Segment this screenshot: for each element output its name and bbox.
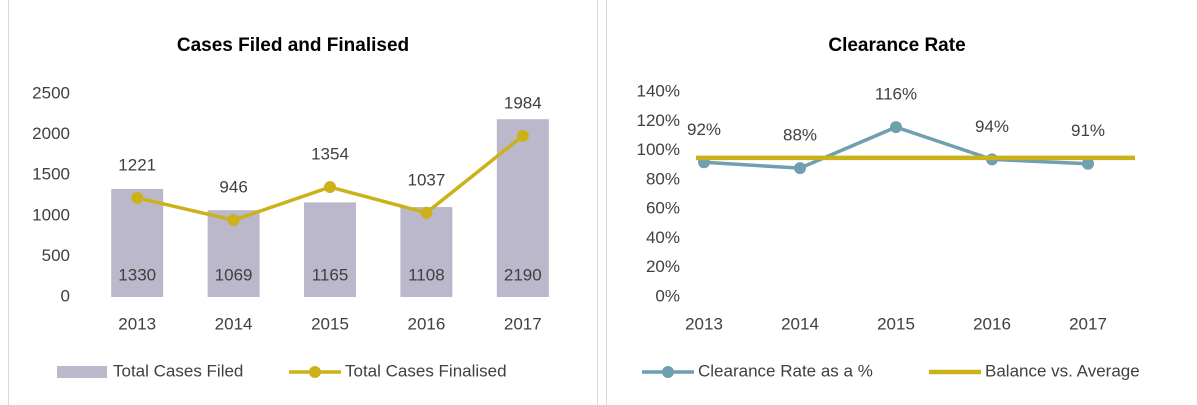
y-tick-label: 0 (61, 286, 70, 305)
legend-label: Total Cases Filed (113, 361, 243, 380)
data-label: 1069 (215, 265, 253, 284)
x-tick-label: 2016 (973, 314, 1011, 333)
legend-label: Clearance Rate as a % (698, 361, 873, 380)
chart-title: Clearance Rate (828, 35, 965, 56)
data-label: 91% (1071, 121, 1105, 140)
data-label: 116% (875, 85, 917, 104)
data-label: 94% (975, 117, 1009, 136)
legend-swatch (57, 366, 107, 378)
x-tick-label: 2013 (118, 314, 156, 333)
legend-label: Total Cases Finalised (345, 361, 507, 380)
data-label: 92% (687, 120, 721, 139)
bar (111, 189, 164, 297)
marker (890, 121, 902, 134)
x-tick-label: 2013 (685, 314, 723, 333)
x-tick-label: 2017 (1069, 314, 1107, 333)
marker (227, 214, 240, 227)
y-tick-label: 1000 (32, 205, 70, 224)
marker (516, 129, 529, 142)
data-label: 1984 (504, 93, 542, 112)
y-tick-label: 140% (637, 81, 680, 100)
y-tick-label: 120% (637, 111, 680, 130)
x-tick-label: 2015 (311, 314, 349, 333)
legend-label: Balance vs. Average (985, 361, 1140, 380)
data-label: 946 (219, 178, 247, 197)
y-tick-label: 20% (646, 257, 680, 276)
panel (606, 0, 607, 405)
data-label: 1221 (118, 155, 156, 174)
data-label: 1354 (311, 145, 349, 164)
y-tick-label: 2500 (32, 83, 70, 102)
marker (131, 191, 144, 204)
x-tick-label: 2014 (781, 314, 819, 333)
y-tick-label: 60% (646, 199, 680, 218)
line (703, 125, 1089, 170)
data-label: 2190 (504, 265, 542, 284)
data-label: 1165 (312, 265, 349, 284)
marker (420, 206, 433, 219)
data-label: 1037 (407, 170, 445, 189)
y-tick-label: 80% (646, 169, 680, 188)
marker (1082, 157, 1094, 170)
x-tick-label: 2017 (504, 314, 542, 333)
bar (400, 207, 453, 297)
y-tick-label: 100% (637, 140, 680, 159)
marker (794, 162, 806, 175)
bar (304, 202, 356, 297)
marker (324, 181, 336, 194)
y-tick-label: 500 (42, 246, 70, 265)
y-tick-label: 40% (646, 228, 680, 247)
data-label: 1330 (118, 265, 156, 284)
chart-title: Cases Filed and Finalised (177, 35, 409, 56)
legend-marker (662, 366, 674, 378)
y-tick-label: 2000 (32, 124, 70, 143)
legend-marker (309, 366, 321, 378)
data-label: 88% (783, 126, 817, 145)
x-tick-label: 2014 (215, 314, 253, 333)
y-tick-label: 0% (655, 286, 680, 305)
x-tick-label: 2015 (877, 314, 915, 333)
data-label: 1108 (408, 265, 445, 284)
panel (8, 0, 598, 405)
y-tick-label: 1500 (32, 165, 70, 184)
x-tick-label: 2016 (407, 314, 445, 333)
